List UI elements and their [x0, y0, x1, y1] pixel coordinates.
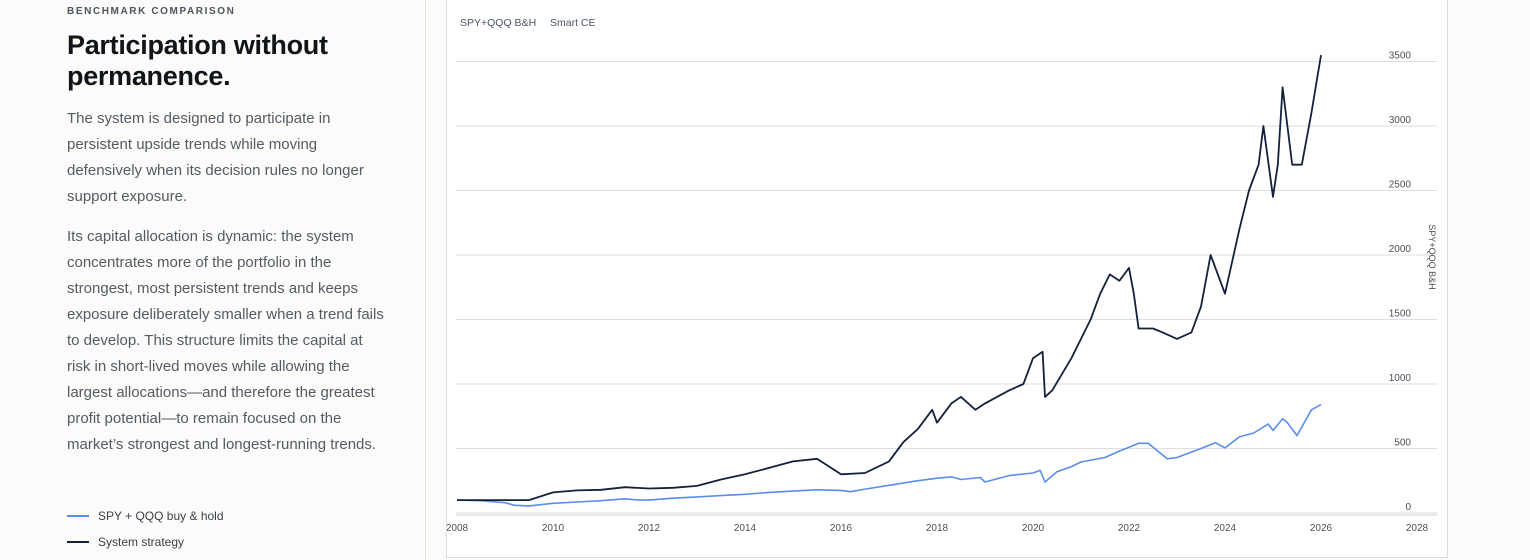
right-margin	[1466, 0, 1530, 560]
y-tick-label: 2500	[1389, 180, 1412, 191]
x-tick-label: 2008	[447, 523, 469, 534]
legend-item-strategy: System strategy	[67, 535, 184, 549]
y-tick-label: 1000	[1389, 373, 1412, 384]
chart-legend-strategy: Smart CE	[550, 17, 596, 29]
x-tick-label: 2028	[1406, 523, 1429, 534]
y-tick-label: 0	[1405, 502, 1411, 513]
section-title: Participation without permanence.	[67, 30, 328, 91]
y-tick-label: 2000	[1389, 244, 1412, 255]
y-axis-title: SPY+QQQ B&H	[1427, 224, 1437, 289]
y-tick-label: 500	[1394, 438, 1411, 449]
x-tick-label: 2020	[1022, 523, 1045, 534]
legend-item-benchmark: SPY + QQQ buy & hold	[67, 509, 224, 523]
x-tick-label: 2010	[542, 523, 565, 534]
text-panel: BENCHMARK COMPARISON Participation witho…	[0, 0, 426, 560]
y-tick-label: 1500	[1389, 309, 1412, 320]
allocation-paragraph: Its capital allocation is dynamic: the s…	[67, 228, 384, 453]
benchmark-line-chart: 0 500 1000 1500 2000 2500 3000 3500 2008 2010 2012…	[447, 17, 1437, 534]
chart-legend-benchmark: SPY+QQQ B&H	[460, 17, 536, 29]
x-tick-label: 2026	[1310, 523, 1333, 534]
legend-swatch-strategy	[67, 541, 89, 543]
x-tick-label: 2022	[1118, 523, 1141, 534]
x-tick-label: 2014	[734, 523, 757, 534]
legend-label-strategy: System strategy	[98, 535, 185, 549]
legend-swatch-benchmark	[67, 515, 89, 517]
x-tick-label: 2018	[926, 523, 949, 534]
x-tick-label: 2012	[638, 523, 661, 534]
y-tick-label: 3500	[1389, 51, 1412, 62]
y-tick-label: 3000	[1389, 115, 1412, 126]
legend-label-benchmark: SPY + QQQ buy & hold	[98, 509, 224, 523]
chart-card: 0 500 1000 1500 2000 2500 3000 3500 2008 2010 2012…	[446, 0, 1448, 558]
intro-paragraph: The system is designed to participate in…	[67, 110, 364, 205]
section-eyebrow: BENCHMARK COMPARISON	[67, 6, 236, 17]
x-tick-label: 2016	[830, 523, 853, 534]
panel-divider	[425, 0, 426, 560]
series-line-benchmark	[456, 403, 1322, 507]
series-line-strategy	[457, 54, 1322, 501]
x-tick-label: 2024	[1214, 523, 1237, 534]
